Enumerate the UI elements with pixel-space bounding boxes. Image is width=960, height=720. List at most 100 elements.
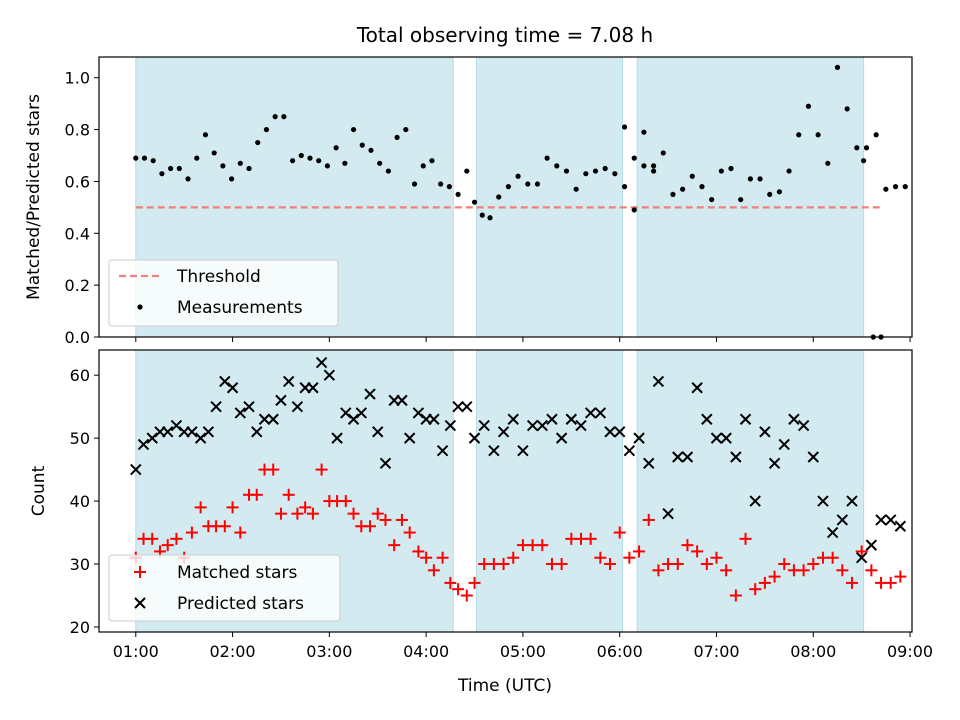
- matched-star-point: [652, 564, 665, 577]
- legend-predicted-label: Predicted stars: [177, 594, 304, 614]
- predicted-star-point: [759, 426, 771, 438]
- top-x-axis-ticks: [135, 337, 911, 342]
- measurement-point: [185, 176, 191, 182]
- predicted-star-point: [130, 463, 142, 476]
- predicted-star-point: [865, 539, 878, 551]
- top-y-tick-label: 1.0: [65, 69, 90, 88]
- measurement-point: [883, 186, 889, 192]
- x-tick-label: 09:00: [887, 642, 933, 661]
- measurement-point: [438, 181, 444, 187]
- measurement-point: [873, 132, 879, 138]
- predicted-star-point: [836, 514, 849, 526]
- predicted-star-point: [788, 413, 800, 425]
- predicted-star-point: [210, 400, 222, 413]
- measurement-point: [844, 106, 850, 112]
- predicted-star-point: [623, 445, 636, 457]
- matched-star-point: [282, 488, 295, 501]
- matched-star-point: [170, 532, 183, 545]
- predicted-star-point: [428, 413, 440, 425]
- predicted-star-point: [275, 394, 287, 407]
- matched-star-point: [739, 532, 752, 545]
- predicted-star-point: [826, 526, 839, 539]
- predicted-star-point: [331, 432, 343, 444]
- top-y-tick-label: 0.2: [65, 276, 90, 295]
- matched-star-point: [720, 564, 733, 577]
- bottom-axes-frame: [98, 349, 913, 633]
- count-panel: 20 30 40 50 60 01:00 02:00 03:00 04:00 05:00 06:0…: [29, 349, 933, 696]
- measurement-point: [342, 160, 348, 166]
- measurement-point: [621, 124, 628, 130]
- matched-star-point: [339, 495, 352, 508]
- bottom-y-tick-label: 20: [70, 618, 90, 637]
- measurement-point: [359, 142, 365, 148]
- matched-star-point: [218, 520, 231, 533]
- matched-star-point: [623, 551, 636, 564]
- predicted-star-point: [291, 400, 304, 413]
- matched-star-point: [671, 558, 684, 571]
- matched-star-point: [250, 488, 263, 501]
- measurement-point: [159, 171, 165, 177]
- predicted-star-point: [307, 382, 319, 394]
- measurement-point: [176, 165, 182, 172]
- predicted-star-point: [594, 407, 607, 419]
- predicted-star-point: [202, 426, 215, 438]
- measurement-point: [621, 184, 628, 190]
- measurement-point: [863, 145, 870, 151]
- measurement-point: [776, 189, 783, 195]
- measurement-point: [141, 155, 148, 161]
- predicted-star-point: [662, 507, 674, 520]
- measurement-point: [246, 165, 252, 172]
- measurement-point: [333, 145, 339, 151]
- matched-star-point: [371, 507, 384, 520]
- top-y-tick-label: 0.4: [65, 224, 90, 243]
- measurement-point: [631, 155, 637, 161]
- measurement-point: [368, 147, 374, 153]
- measurement-point: [902, 184, 908, 190]
- measurement-point: [429, 158, 435, 164]
- matched-star-point: [710, 551, 723, 564]
- bottom-y-tick-label: 50: [70, 429, 90, 448]
- top-legend-box: [108, 259, 339, 327]
- top-y-tick-label: 0.6: [65, 172, 90, 191]
- predicted-star-point: [403, 432, 416, 444]
- predicted-star-point: [749, 495, 761, 507]
- predicted-star-point: [633, 432, 645, 444]
- predicted-star-point: [258, 413, 271, 425]
- bottom-interval-2: [475, 349, 624, 633]
- measurement-point: [854, 145, 860, 151]
- measurement-point: [455, 191, 461, 198]
- matched-star-point: [436, 551, 449, 564]
- x-axis-label: Time (UTC): [457, 676, 552, 696]
- predicted-star-point: [323, 369, 336, 381]
- measurement-point: [324, 163, 331, 169]
- measurement-point: [728, 165, 734, 172]
- predicted-star-points: [130, 356, 907, 564]
- top-y-axis-label: Matched/Predicted stars: [24, 94, 44, 300]
- measurement-point: [202, 132, 209, 138]
- measurement-point: [544, 155, 550, 161]
- measurement-point: [815, 132, 821, 138]
- measurement-point: [650, 168, 657, 174]
- matched-star-point: [555, 558, 568, 571]
- measurement-point: [861, 158, 867, 164]
- matched-star-point: [146, 532, 159, 545]
- x-tick-label: 01:00: [113, 642, 159, 661]
- measurement-point: [699, 184, 705, 190]
- measurement-point: [709, 196, 715, 203]
- predicted-star-point: [555, 432, 568, 444]
- matched-star-point: [536, 539, 549, 552]
- predicted-star-point: [730, 451, 742, 463]
- bottom-y-axis-ticks: 20 30 40 50 60: [70, 366, 99, 637]
- legend-matched-label: Matched stars: [177, 563, 297, 583]
- measurement-point: [670, 191, 676, 198]
- predicted-star-point: [355, 407, 367, 419]
- predicted-star-point: [186, 426, 198, 438]
- measurement-point: [786, 168, 792, 174]
- predicted-star-point: [672, 451, 684, 463]
- x-tick-label: 08:00: [790, 642, 836, 661]
- matched-star-point: [388, 539, 401, 552]
- matched-star-point: [452, 583, 465, 596]
- measurement-point: [394, 134, 400, 140]
- predicted-star-point: [507, 413, 519, 425]
